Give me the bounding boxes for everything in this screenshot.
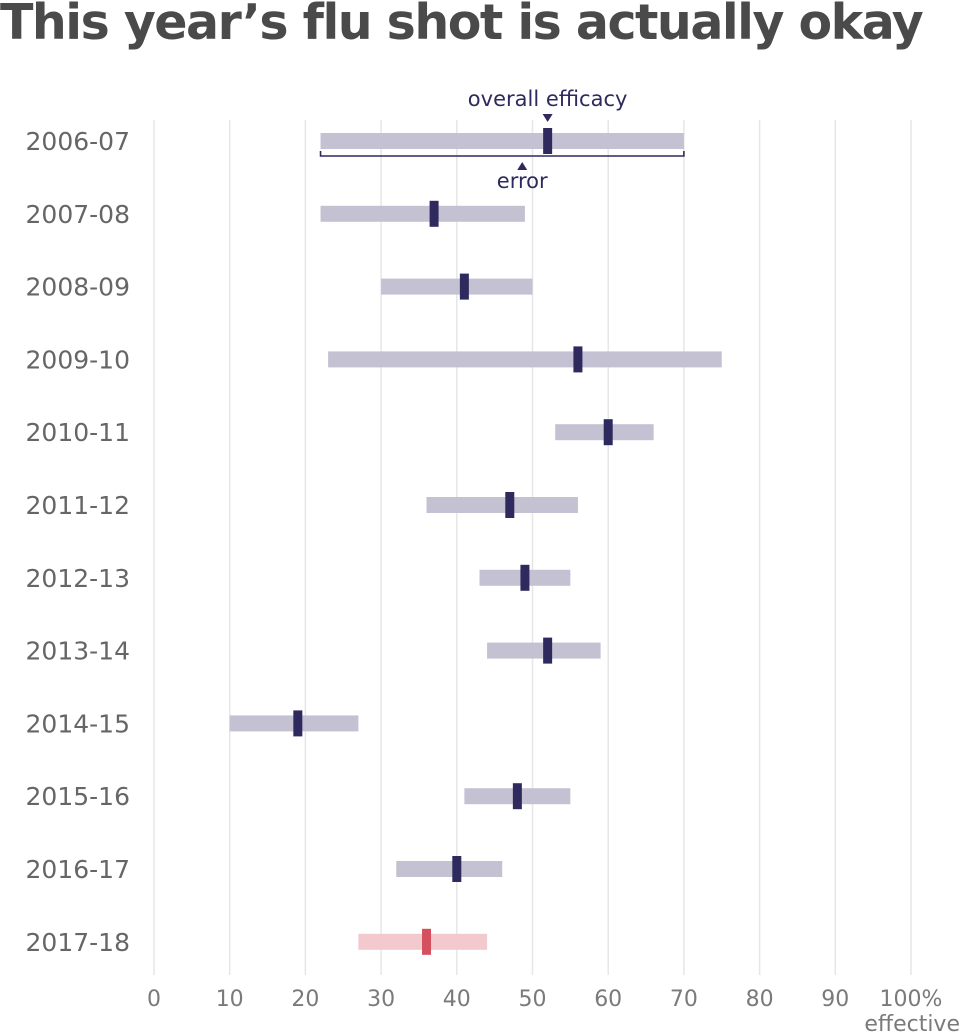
efficacy-marker [422,928,432,955]
efficacy-marker [543,128,553,154]
efficacy-marker [520,564,530,591]
x-tick-label: 70 [670,987,698,1012]
error-range-bar [426,497,578,513]
error-range-bar [328,351,722,368]
x-tick-label: 0 [147,987,161,1012]
efficacy-marker [603,419,613,446]
season-label: 2016-17 [26,855,130,884]
efficacy-marker [505,492,515,518]
season-label: 2007-08 [26,200,130,229]
season-label: 2008-09 [26,273,130,302]
x-tick-label: 10 [216,987,244,1012]
season-label: 2015-16 [26,782,130,811]
x-tick-labels: 0 10 20 30 40 50 60 70 80 90 100% [147,987,942,1012]
efficacy-marker [543,637,553,664]
error-range-bar [381,278,533,295]
overall-efficacy-annotation: overall efficacy [468,87,628,111]
efficacy-marker [459,273,469,300]
season-label: 2006-07 [26,127,130,156]
season-labels: 2006-07 2007-08 2008-09 2009-10 2010-11 2011-… [26,127,130,957]
error-range-bar [320,133,684,149]
error-arrow [517,162,528,170]
season-label: 2011-12 [26,491,130,520]
x-tick-label: 30 [367,987,395,1012]
season-label: 2012-13 [26,564,130,593]
season-label: 2013-14 [26,637,130,666]
efficacy-markers [293,128,613,955]
x-tick-label: 80 [746,987,774,1012]
error-range-bar [320,205,525,222]
season-label: 2017-18 [26,928,130,957]
efficacy-marker [573,346,583,373]
overall-efficacy-arrow [542,114,553,122]
error-range-bar [396,861,503,877]
season-label: 2010-11 [26,418,130,447]
x-tick-label: 50 [519,987,547,1012]
x-tick-label: 100% [880,987,943,1012]
grid-lines [153,120,912,975]
season-label: 2014-15 [26,709,130,738]
x-tick-label: 90 [821,987,849,1012]
error-annotation: error [497,169,548,193]
x-tick-label: 60 [594,987,622,1012]
annotations: overall efficacy error [319,87,685,193]
efficacy-marker [293,710,303,737]
x-axis-label: effective [864,1012,960,1033]
efficacy-marker [429,200,439,227]
season-label: 2009-10 [26,345,130,374]
x-tick-label: 40 [443,987,471,1012]
error-bracket [319,151,685,157]
efficacy-marker [452,856,462,882]
x-tick-label: 20 [291,987,319,1012]
range-bars [229,133,722,950]
chart-title: This year’s flu shot is actually okay [0,0,924,51]
efficacy-marker [512,783,522,810]
